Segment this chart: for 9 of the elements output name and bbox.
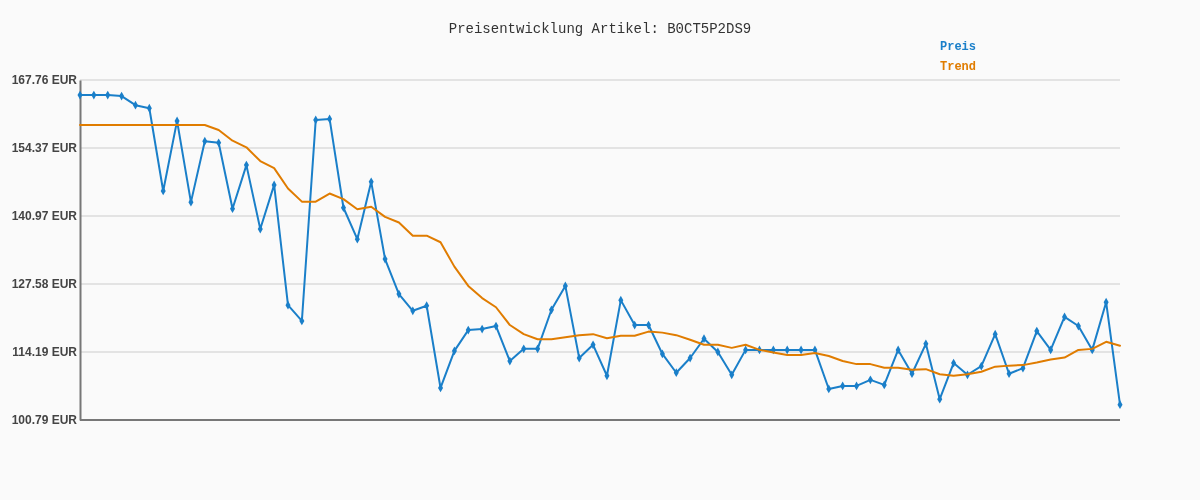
- text: Trend: [940, 60, 977, 74]
- chart-title: Preisentwicklung Artikel: B0CT5P2DS9: [448, 21, 752, 37]
- y-tick-label: 114.19 EUR: [12, 345, 78, 360]
- text: Preis: [940, 40, 977, 54]
- y-tick-label: 167.76 EUR: [11, 73, 78, 88]
- y-tick-label: 127.58 EUR: [11, 277, 78, 292]
- y-tick-label: 140.97 EUR: [11, 209, 78, 224]
- y-tick-label: 154.37 EUR: [11, 141, 78, 156]
- y-tick-label: 100.79 EUR: [11, 413, 78, 428]
